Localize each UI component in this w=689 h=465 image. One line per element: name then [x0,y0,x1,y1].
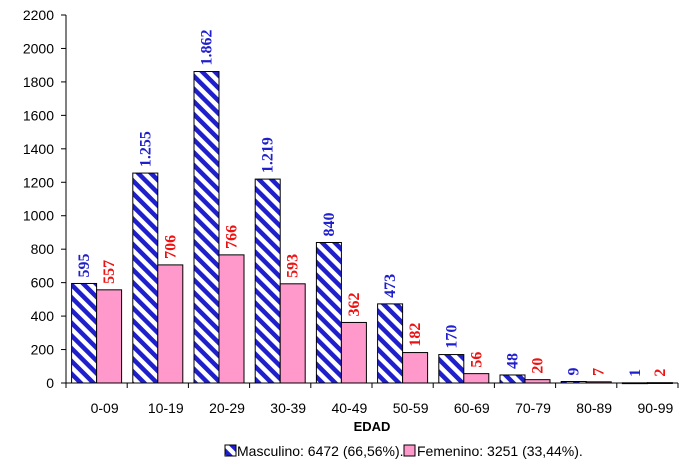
y-axis: 0 200 400 600 800 1000 1200 1400 1600 1800 2000 220… [23,7,67,391]
x-axis-title: EDAD [354,419,391,434]
bar-femenino-10-19 [157,264,184,384]
bars [71,71,673,385]
label-femenino-50-59: 182 [407,323,424,347]
y-tick-label: 2200 [23,7,54,23]
x-tick-label: 30-39 [270,400,306,416]
label-masculino-60-69: 170 [443,325,460,349]
x-tick-label: 90-99 [637,400,673,416]
y-tick-label: 400 [31,308,55,324]
bar-masculino-20-29 [193,71,220,384]
y-tick-label: 1400 [23,141,54,157]
y-tick-label: 200 [31,342,55,358]
bar-masculino-40-49 [315,241,342,384]
bar-masculino-30-39 [254,178,281,384]
legend: Masculino: 6472 (66,56%). Femenino: 3251… [224,443,583,459]
label-masculino-40-49: 840 [321,212,338,236]
data-labels: 595 1.255 1.862 1.219 840 473 170 48 9 1 557 706 766… [76,30,669,377]
label-masculino-50-59: 473 [382,274,399,298]
y-tick-label: 1200 [23,174,54,190]
label-femenino-80-89: 7 [591,368,608,376]
y-tick-label: 1000 [23,208,54,224]
label-femenino-0-09: 557 [101,260,118,284]
label-femenino-90-99: 2 [652,369,669,377]
x-tick-label: 0-09 [91,400,119,416]
bar-femenino-20-29 [218,254,245,384]
bar-femenino-60-69 [463,373,490,384]
bar-femenino-70-79 [524,379,551,384]
label-femenino-30-39: 593 [285,254,302,278]
bar-femenino-30-39 [279,283,306,384]
legend-swatch-femenino [403,444,416,457]
bar-femenino-50-59 [402,352,429,384]
label-femenino-10-19: 706 [162,235,179,259]
x-tick-label: 50-59 [393,400,429,416]
label-masculino-0-09: 595 [76,253,93,277]
y-tick-label: 600 [31,275,55,291]
x-tick-label: 80-89 [576,400,612,416]
bar-femenino-0-09 [96,289,123,384]
legend-label-masculino: Masculino: 6472 (66,56%). [237,443,404,459]
label-masculino-70-79: 48 [505,353,522,369]
bar-masculino-70-79 [499,374,526,384]
y-tick-label: 800 [31,241,55,257]
bar-masculino-0-09 [71,282,98,384]
label-masculino-90-99: 1 [627,369,644,377]
y-tick-label: 0 [46,375,54,391]
x-tick-label: 10-19 [148,400,184,416]
label-femenino-70-79: 20 [530,358,547,374]
y-tick-label: 1600 [23,107,54,123]
bar-femenino-40-49 [340,321,367,384]
x-tick-label: 60-69 [454,400,490,416]
label-femenino-40-49: 362 [346,292,363,316]
y-tick-label: 2000 [23,40,54,56]
bar-masculino-50-59 [377,303,404,384]
x-tick-label: 40-49 [331,400,367,416]
x-tick-label: 70-79 [515,400,551,416]
label-masculino-30-39: 1.219 [260,137,277,173]
bar-masculino-60-69 [438,354,465,384]
legend-swatch-masculino [224,444,237,457]
label-femenino-60-69: 56 [468,352,485,368]
label-masculino-20-29: 1.862 [199,30,216,66]
label-masculino-10-19: 1.255 [137,131,154,167]
label-femenino-20-29: 766 [224,225,241,249]
legend-label-femenino: Femenino: 3251 (33,44%). [417,443,583,459]
label-masculino-80-89: 9 [566,367,583,375]
x-tick-label: 20-29 [209,400,245,416]
bar-masculino-10-19 [132,172,159,384]
y-tick-label: 1800 [23,74,54,90]
x-axis: 0-09 10-19 20-29 30-39 40-49 50-59 60-69 70-79 8… [65,382,679,416]
